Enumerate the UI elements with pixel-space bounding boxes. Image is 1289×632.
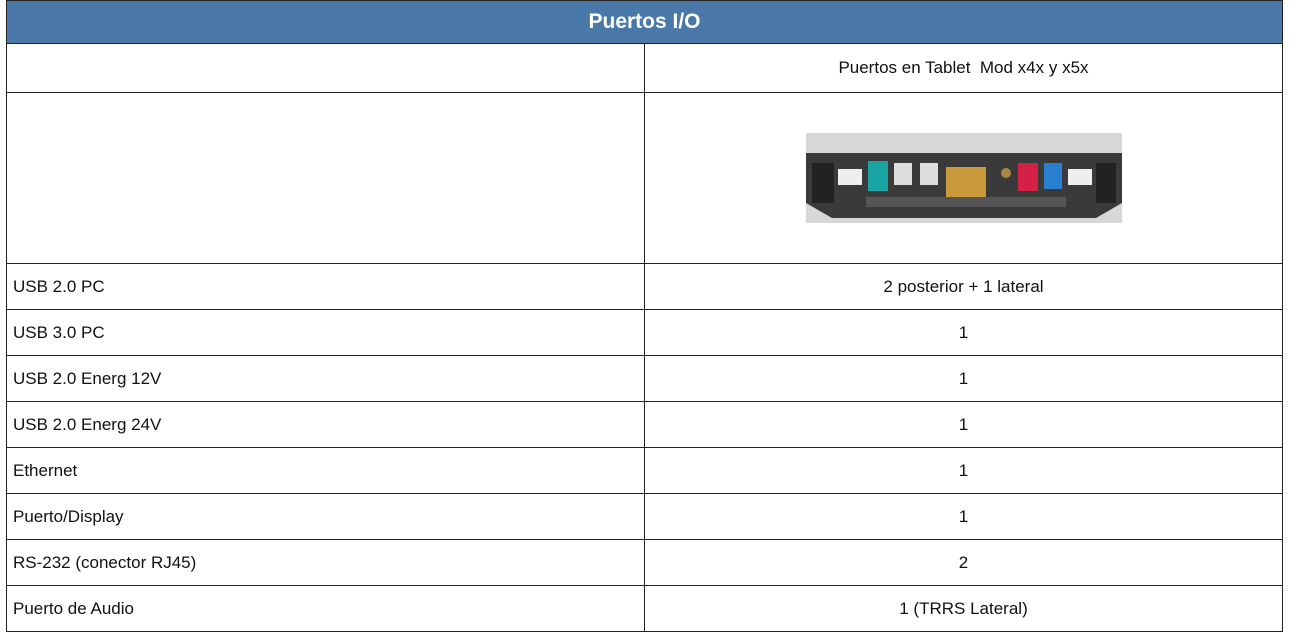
page: Puertos I/O Puertos en Tablet Mod x4x y … xyxy=(6,0,1283,632)
table-row: USB 2.0 PC 2 posterior + 1 lateral xyxy=(6,263,1283,310)
port-name: USB 2.0 Energ 12V xyxy=(6,355,645,402)
port-name: Ethernet xyxy=(6,447,645,494)
table-row: Puerto/Display 1 xyxy=(6,493,1283,540)
port-count: 1 xyxy=(644,355,1283,402)
image-row xyxy=(6,92,1283,264)
port-name: RS-232 (conector RJ45) xyxy=(6,539,645,586)
port-count: 1 xyxy=(644,309,1283,356)
port-count: 1 (TRRS Lateral) xyxy=(644,585,1283,632)
port-name: Puerto/Display xyxy=(6,493,645,540)
ports-image xyxy=(805,133,1122,223)
port-count: 1 xyxy=(644,401,1283,448)
header-row: Puertos I/O xyxy=(6,0,1283,44)
table-row: USB 3.0 PC 1 xyxy=(6,309,1283,356)
table-row: Ethernet 1 xyxy=(6,447,1283,494)
table-title: Puertos I/O xyxy=(6,0,1283,44)
port-name: USB 3.0 PC xyxy=(6,309,645,356)
image-cell xyxy=(644,92,1283,264)
port-count: 2 posterior + 1 lateral xyxy=(644,263,1283,310)
table-row: USB 2.0 Energ 12V 1 xyxy=(6,355,1283,402)
table-row: Puerto de Audio 1 (TRRS Lateral) xyxy=(6,585,1283,632)
rows: USB 2.0 PC 2 posterior + 1 lateral USB 3.0… xyxy=(6,263,1283,632)
subheader-row: Puertos en Tablet Mod x4x y x5x xyxy=(6,43,1283,93)
empty-cell xyxy=(6,43,645,93)
port-count: 2 xyxy=(644,539,1283,586)
table-row: RS-232 (conector RJ45) 2 xyxy=(6,539,1283,586)
port-count: 1 xyxy=(644,493,1283,540)
port-name: Puerto de Audio xyxy=(6,585,645,632)
port-name: USB 2.0 Energ 24V xyxy=(6,401,645,448)
port-name: USB 2.0 PC xyxy=(6,263,645,310)
subheader-cell: Puertos en Tablet Mod x4x y x5x xyxy=(644,43,1283,93)
port-count: 1 xyxy=(644,447,1283,494)
table-row: USB 2.0 Energ 24V 1 xyxy=(6,401,1283,448)
empty-cell xyxy=(6,92,645,264)
ports-table: Puertos I/O Puertos en Tablet Mod x4x y … xyxy=(6,0,1283,632)
